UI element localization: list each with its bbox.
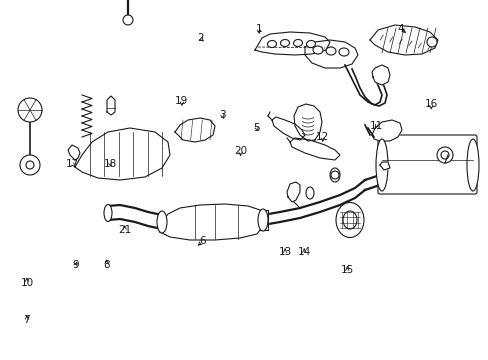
Text: 17: 17: [65, 159, 79, 169]
Text: 12: 12: [315, 132, 329, 142]
Polygon shape: [379, 162, 389, 170]
Polygon shape: [369, 25, 437, 55]
Text: 15: 15: [340, 265, 353, 275]
Text: 3: 3: [219, 110, 225, 120]
Ellipse shape: [466, 139, 478, 191]
Text: 11: 11: [369, 121, 383, 131]
Text: 9: 9: [72, 260, 79, 270]
Text: 16: 16: [424, 99, 437, 109]
Text: 5: 5: [253, 123, 260, 133]
Polygon shape: [289, 138, 339, 160]
Ellipse shape: [258, 209, 267, 231]
Text: 21: 21: [118, 225, 131, 235]
Circle shape: [18, 98, 42, 122]
Text: 13: 13: [278, 247, 291, 257]
Circle shape: [123, 15, 133, 25]
Ellipse shape: [280, 40, 289, 46]
Text: 14: 14: [297, 247, 310, 257]
Ellipse shape: [267, 40, 276, 48]
Polygon shape: [107, 96, 115, 115]
Polygon shape: [305, 40, 357, 68]
Ellipse shape: [342, 211, 356, 229]
Text: 10: 10: [20, 278, 33, 288]
Polygon shape: [160, 204, 264, 240]
Circle shape: [426, 37, 436, 47]
Ellipse shape: [306, 40, 315, 48]
Circle shape: [20, 155, 40, 175]
Polygon shape: [175, 118, 215, 142]
Text: 6: 6: [199, 236, 206, 246]
Text: 1: 1: [255, 24, 262, 34]
Polygon shape: [68, 145, 80, 160]
Polygon shape: [371, 65, 389, 85]
Polygon shape: [293, 104, 321, 141]
Ellipse shape: [305, 187, 313, 199]
Text: 19: 19: [175, 96, 188, 106]
Ellipse shape: [157, 211, 167, 233]
Text: 7: 7: [23, 315, 30, 325]
Polygon shape: [271, 117, 305, 140]
Ellipse shape: [293, 40, 302, 46]
Text: 8: 8: [103, 260, 110, 270]
Circle shape: [440, 151, 448, 159]
Ellipse shape: [104, 204, 112, 221]
Ellipse shape: [329, 168, 339, 182]
Polygon shape: [254, 32, 329, 55]
Polygon shape: [75, 128, 170, 180]
Polygon shape: [371, 120, 401, 141]
Text: 4: 4: [397, 24, 404, 34]
Ellipse shape: [325, 47, 335, 55]
Ellipse shape: [375, 139, 387, 191]
FancyBboxPatch shape: [377, 135, 476, 194]
Ellipse shape: [335, 202, 363, 238]
Polygon shape: [286, 182, 299, 202]
Text: 18: 18: [103, 159, 117, 169]
Ellipse shape: [312, 46, 323, 54]
Polygon shape: [260, 210, 267, 230]
Circle shape: [436, 147, 452, 163]
Text: 2: 2: [197, 33, 203, 43]
Circle shape: [330, 171, 338, 179]
Text: 20: 20: [234, 146, 246, 156]
Circle shape: [26, 161, 34, 169]
Ellipse shape: [338, 48, 348, 56]
